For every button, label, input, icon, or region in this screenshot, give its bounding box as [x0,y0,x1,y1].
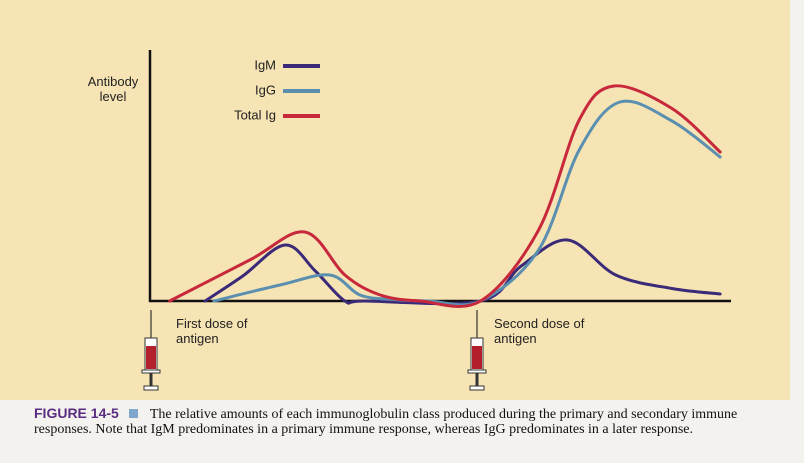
legend-label: IgM [254,57,276,72]
figure-label: FIGURE 14-5 [34,405,119,421]
y-axis-label: Antibody level [87,74,139,104]
line-series [168,84,722,308]
caption-icon [128,409,138,418]
annotation: Second dose of antigen [494,316,585,346]
syringe [141,310,161,391]
caption: FIGURE 14-5 The relative amounts of each … [34,405,794,438]
chart: IgM IgG Total Ig [141,50,731,391]
line-series [212,99,722,307]
syringe [467,310,487,391]
annotation: First dose of antigen [176,316,248,346]
chart-panel [0,0,790,400]
legend-label: IgG [255,82,276,97]
line-series [203,238,722,306]
caption-text: The relative amounts of each immunoglobu… [34,407,738,437]
legend-label: Total Ig [234,107,276,122]
